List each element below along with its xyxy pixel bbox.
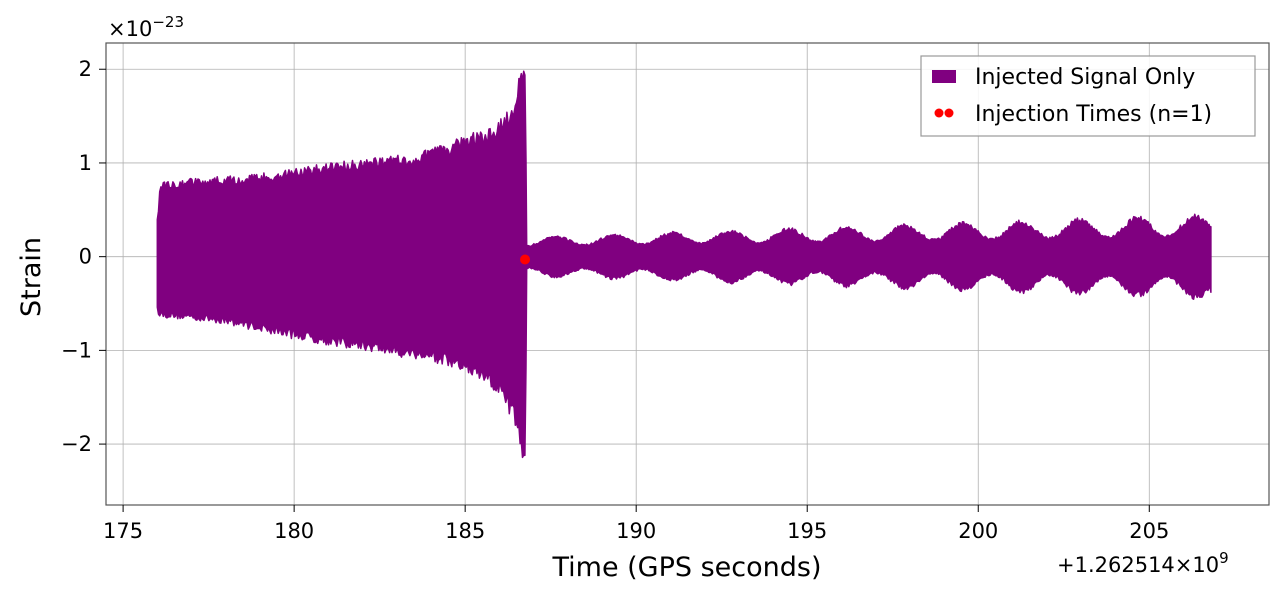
- y-tick-label: −2: [61, 432, 92, 456]
- x-tick-label: 190: [616, 519, 656, 543]
- legend-marker-injection-times: [934, 108, 944, 118]
- x-axis-offset-label: +1.262514×109: [1057, 549, 1229, 577]
- y-axis: −2 −1 0 1 2: [61, 57, 106, 456]
- injection-time-point: [520, 254, 531, 265]
- x-tick-label: 200: [958, 519, 998, 543]
- legend-label-injected-signal: Injected Signal Only: [975, 65, 1195, 90]
- y-tick-label: −1: [61, 338, 92, 362]
- x-tick-label: 185: [445, 519, 485, 543]
- x-tick-label: 195: [787, 519, 827, 543]
- x-tick-label: 175: [103, 519, 143, 543]
- x-axis-label: Time (GPS seconds): [551, 552, 821, 583]
- legend-label-injection-times: Injection Times (n=1): [975, 102, 1212, 127]
- series-injected-signal: [156, 70, 1212, 459]
- y-tick-label: 1: [79, 151, 92, 175]
- legend-box: [920, 55, 1256, 137]
- y-scale-base: ×10: [108, 17, 152, 41]
- y-tick-label: 0: [79, 245, 92, 269]
- legend: Injected Signal Only Injection Times (n=…: [920, 55, 1256, 137]
- x-axis: 175 180 185 190 195 200 205: [103, 505, 1169, 543]
- x-offset-exponent: 9: [1219, 549, 1229, 567]
- y-axis-label: Strain: [16, 237, 47, 317]
- x-tick-label: 180: [274, 519, 314, 543]
- legend-swatch-injected-signal: [932, 70, 956, 83]
- x-offset-base: +1.262514×10: [1057, 553, 1219, 577]
- plot-frame: [105, 42, 1270, 506]
- x-tick-label: 205: [1129, 519, 1169, 543]
- y-axis-scale-label: ×10−23: [108, 13, 184, 41]
- y-scale-exponent: −23: [152, 13, 184, 31]
- legend-marker-injection-times: [944, 108, 954, 118]
- y-tick-label: 2: [79, 57, 92, 81]
- series-layer: [156, 70, 1212, 459]
